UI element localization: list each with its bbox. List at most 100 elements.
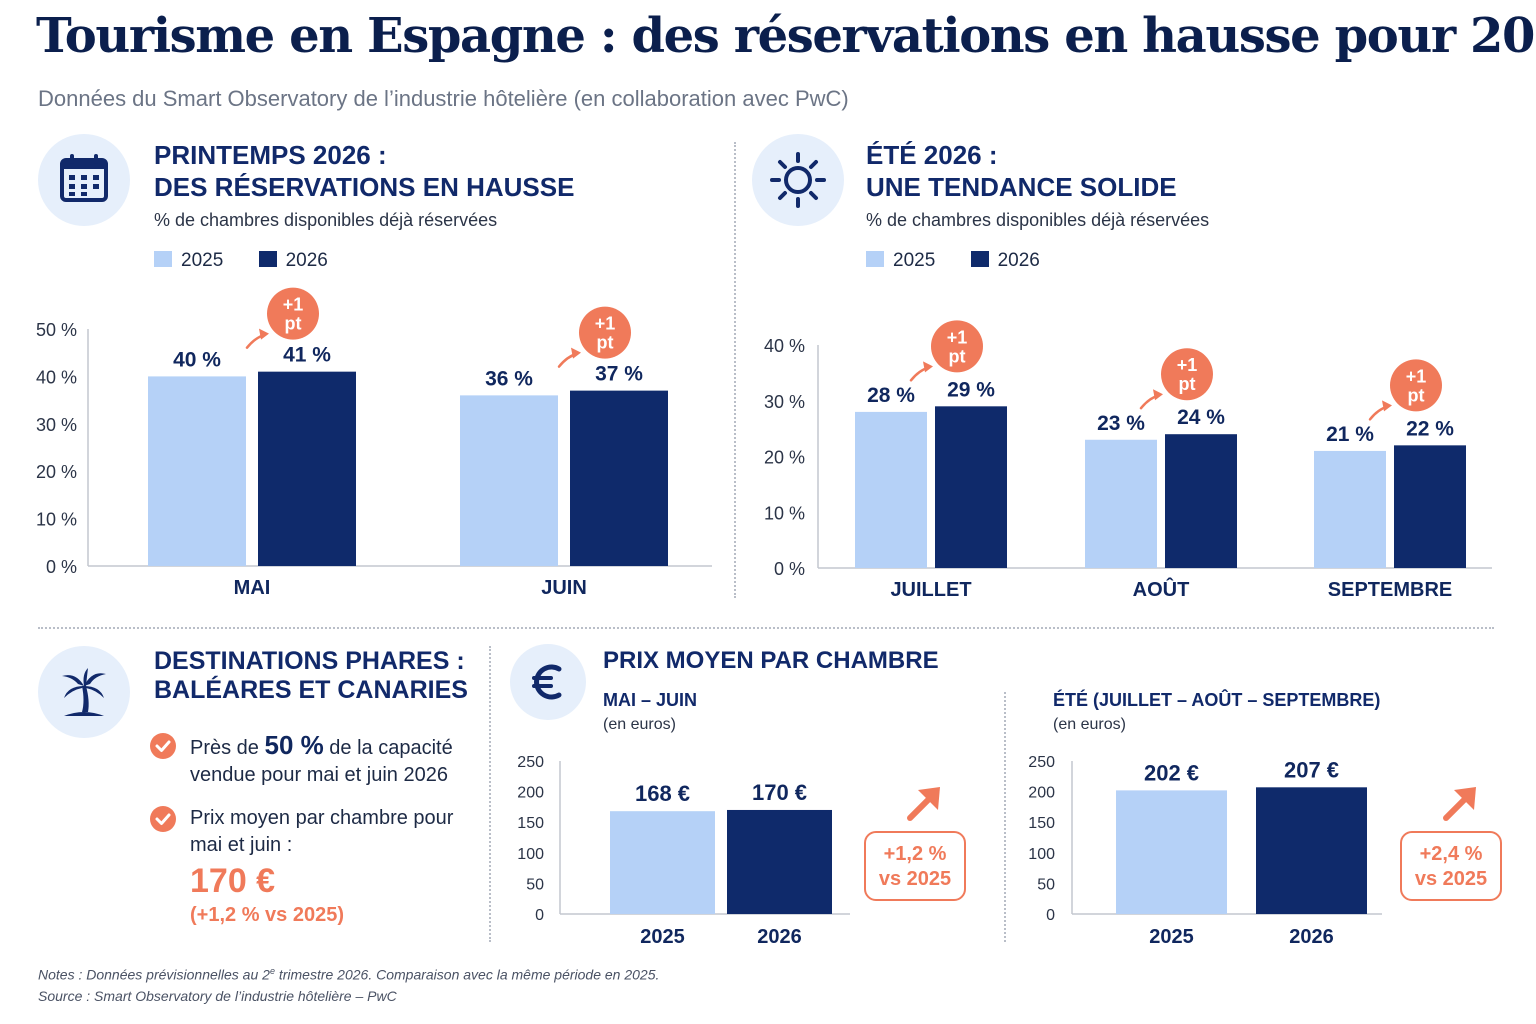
category-label: JUIN bbox=[541, 577, 587, 599]
calendar-icon bbox=[60, 154, 108, 202]
y-tick-label: 200 bbox=[517, 785, 544, 802]
summer-legend: 2025 2026 bbox=[866, 250, 1070, 272]
bar-2025 bbox=[460, 395, 558, 566]
legend-swatch-light bbox=[154, 251, 172, 267]
data-label-2026: 41 % bbox=[283, 344, 331, 367]
legend-item-2026: 2026 bbox=[258, 250, 328, 272]
y-tick-label: 30 % bbox=[36, 415, 77, 435]
data-label-2026: 22 % bbox=[1406, 417, 1454, 440]
data-label-2026: 24 % bbox=[1177, 406, 1225, 429]
page-title: Tourisme en Espagne : des réservations e… bbox=[36, 8, 1536, 64]
data-label-2026: 29 % bbox=[947, 378, 995, 401]
notes-text: trimestre 2026. Comparaison avec la même… bbox=[274, 966, 660, 983]
y-tick-label: 0 bbox=[1046, 907, 1055, 924]
summer-metric-label: % de chambres disponibles déjà réservées bbox=[866, 210, 1210, 230]
y-tick-label: 50 % bbox=[36, 320, 77, 340]
y-tick-label: 50 bbox=[1037, 876, 1055, 893]
price-right-unit: (en euros) bbox=[1053, 716, 1126, 733]
bar-2026 bbox=[570, 390, 668, 566]
category-label: 2025 bbox=[1149, 926, 1194, 948]
y-tick-label: 10 % bbox=[764, 503, 805, 523]
y-tick-label: 0 bbox=[535, 907, 544, 924]
legend-label: 2025 bbox=[181, 250, 224, 271]
change-arrow bbox=[557, 352, 579, 368]
change-badge-value: +1 bbox=[1177, 355, 1198, 375]
bar-2026 bbox=[935, 406, 1007, 568]
summer-title-line2: UNE TENDANCE SOLIDE bbox=[866, 172, 1177, 202]
spring-title-line2: DES RÉSERVATIONS EN HAUSSE bbox=[154, 172, 575, 202]
bar-2026 bbox=[258, 371, 356, 566]
price-data-label: 207 € bbox=[1284, 757, 1339, 782]
spring-title-line1: PRINTEMPS 2026 : bbox=[154, 140, 387, 170]
bar-2025 bbox=[1314, 450, 1386, 568]
category-label: 2025 bbox=[640, 926, 685, 948]
change-badge-value: +1 bbox=[595, 314, 616, 334]
change-badge bbox=[1390, 359, 1442, 412]
arrow-up-right-icon bbox=[1443, 787, 1476, 821]
price-bar bbox=[727, 809, 832, 914]
page-subtitle: Données du Smart Observatory de l’indust… bbox=[38, 86, 849, 111]
data-label-2025: 28 % bbox=[867, 384, 915, 407]
category-label: MAI bbox=[234, 577, 271, 599]
change-badge-unit: pt bbox=[1408, 385, 1425, 405]
y-tick-label: 50 bbox=[526, 876, 544, 893]
data-label-2025: 36 % bbox=[485, 367, 533, 390]
price-data-label: 168 € bbox=[635, 781, 690, 806]
spring-metric-label: % de chambres disponibles déjà réservées bbox=[154, 210, 498, 230]
destinations-price-value: 170 € bbox=[190, 862, 276, 900]
price-right-delta-badge: +2,4 % vs 2025 bbox=[1400, 831, 1502, 901]
footer-source: Source : Smart Observatory de l’industri… bbox=[38, 988, 397, 1004]
price-left-delta-badge: +1,2 % vs 2025 bbox=[864, 831, 966, 901]
change-arrow-head bbox=[1153, 389, 1163, 401]
destinations-bullet-capacity: Près de 50 % de la capacité vendue pour … bbox=[150, 732, 460, 789]
data-label-2025: 23 % bbox=[1097, 412, 1145, 435]
price-divider bbox=[1004, 692, 1006, 942]
panel-divider bbox=[489, 646, 491, 942]
data-label-2026: 37 % bbox=[595, 363, 643, 386]
bullet-text: Près de 50 % de la capacité vendue pour … bbox=[190, 732, 460, 789]
change-arrow-head bbox=[923, 361, 933, 373]
change-badge-value: +1 bbox=[1406, 366, 1427, 386]
source-text: Smart Observatory de l’industrie hôteliè… bbox=[90, 988, 397, 1004]
delta-value: +1,2 % bbox=[883, 843, 947, 865]
change-badge bbox=[267, 287, 319, 340]
y-tick-label: 40 % bbox=[764, 336, 805, 356]
change-arrow bbox=[1139, 393, 1161, 410]
change-badge-unit: pt bbox=[597, 333, 614, 353]
change-badge bbox=[931, 320, 983, 373]
category-label: 2026 bbox=[1289, 926, 1334, 948]
change-arrow bbox=[1368, 405, 1390, 421]
notes-superscript: e bbox=[269, 966, 275, 976]
legend-item-2025: 2025 bbox=[866, 250, 935, 272]
delta-comparison: vs 2025 bbox=[878, 868, 952, 890]
spring-legend: 2025 2026 bbox=[154, 250, 358, 272]
y-tick-label: 250 bbox=[1028, 754, 1055, 771]
bullet-text: Prix moyen par chambre pour mai et juin … bbox=[190, 807, 454, 856]
legend-item-2025: 2025 bbox=[154, 250, 223, 272]
bullet-text-before: Près de bbox=[190, 737, 265, 759]
change-arrow-head bbox=[1382, 400, 1392, 412]
sun-icon bbox=[770, 152, 826, 208]
delta-value: +2,4 % bbox=[1419, 843, 1483, 865]
bar-2025 bbox=[1085, 439, 1157, 568]
notes-text: Données prévisionnelles au 2 bbox=[82, 966, 270, 983]
legend-label: 2026 bbox=[997, 250, 1040, 271]
change-badge-unit: pt bbox=[285, 314, 302, 334]
destinations-title-line1: DESTINATIONS PHARES : bbox=[154, 647, 465, 675]
bar-2026 bbox=[1394, 445, 1466, 568]
check-icon bbox=[150, 733, 176, 759]
destinations-price-change: (+1,2 % vs 2025) bbox=[190, 904, 344, 926]
notes-label: Notes : bbox=[38, 966, 83, 983]
price-bar bbox=[610, 811, 715, 914]
bar-2025 bbox=[855, 411, 927, 568]
spring-title: PRINTEMPS 2026 : DES RÉSERVATIONS EN HAU… bbox=[154, 139, 574, 203]
panel-divider bbox=[734, 142, 736, 598]
change-badge-value: +1 bbox=[283, 295, 304, 315]
change-arrow bbox=[245, 333, 267, 349]
change-badge bbox=[1161, 348, 1213, 401]
euro-icon bbox=[532, 664, 562, 700]
category-label: JUILLET bbox=[890, 579, 971, 601]
legend-item-2026: 2026 bbox=[970, 250, 1040, 272]
y-tick-label: 0 % bbox=[46, 557, 77, 577]
change-badge-unit: pt bbox=[949, 346, 966, 366]
